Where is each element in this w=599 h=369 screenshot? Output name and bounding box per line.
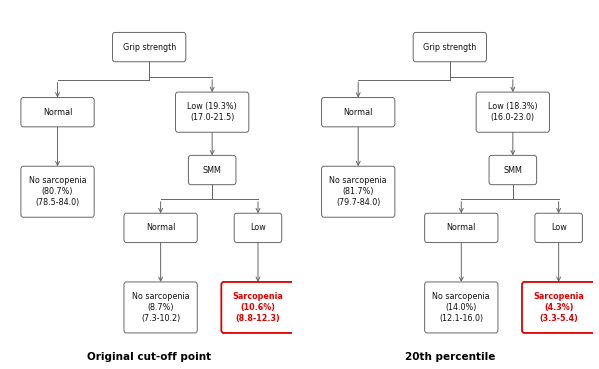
Text: Normal: Normal <box>146 223 176 232</box>
Text: No sarcopenia
(8.7%)
(7.3-10.2): No sarcopenia (8.7%) (7.3-10.2) <box>132 292 189 323</box>
FancyBboxPatch shape <box>322 166 395 217</box>
FancyBboxPatch shape <box>535 213 582 242</box>
FancyBboxPatch shape <box>113 32 186 62</box>
Text: No sarcopenia
(81.7%)
(79.7-84.0): No sarcopenia (81.7%) (79.7-84.0) <box>329 176 387 207</box>
Text: Sarcopenia
(4.3%)
(3.3-5.4): Sarcopenia (4.3%) (3.3-5.4) <box>533 292 584 323</box>
FancyBboxPatch shape <box>522 282 595 333</box>
Text: Grip strength: Grip strength <box>123 42 176 52</box>
Text: Low (18.3%)
(16.0-23.0): Low (18.3%) (16.0-23.0) <box>488 102 538 122</box>
Text: Grip strength: Grip strength <box>423 42 476 52</box>
FancyBboxPatch shape <box>476 92 549 132</box>
FancyBboxPatch shape <box>221 282 295 333</box>
Text: SMM: SMM <box>503 166 522 175</box>
Text: No sarcopenia
(14.0%)
(12.1-16.0): No sarcopenia (14.0%) (12.1-16.0) <box>432 292 490 323</box>
Text: Normal: Normal <box>343 108 373 117</box>
Text: Original cut-off point: Original cut-off point <box>87 352 211 362</box>
FancyBboxPatch shape <box>425 213 498 242</box>
Text: Sarcopenia
(10.6%)
(8.8-12.3): Sarcopenia (10.6%) (8.8-12.3) <box>232 292 283 323</box>
FancyBboxPatch shape <box>322 97 395 127</box>
FancyBboxPatch shape <box>124 213 197 242</box>
FancyBboxPatch shape <box>21 97 94 127</box>
Text: Normal: Normal <box>43 108 72 117</box>
Text: Normal: Normal <box>447 223 476 232</box>
FancyBboxPatch shape <box>489 155 537 184</box>
Text: Low: Low <box>250 223 266 232</box>
Text: SMM: SMM <box>202 166 222 175</box>
FancyBboxPatch shape <box>189 155 236 184</box>
Text: No sarcopenia
(80.7%)
(78.5-84.0): No sarcopenia (80.7%) (78.5-84.0) <box>29 176 86 207</box>
FancyBboxPatch shape <box>21 166 94 217</box>
FancyBboxPatch shape <box>413 32 486 62</box>
FancyBboxPatch shape <box>234 213 282 242</box>
Text: Low: Low <box>550 223 567 232</box>
Text: 20th percentile: 20th percentile <box>405 352 495 362</box>
FancyBboxPatch shape <box>176 92 249 132</box>
FancyBboxPatch shape <box>124 282 197 333</box>
FancyBboxPatch shape <box>425 282 498 333</box>
Text: Low (19.3%)
(17.0-21.5): Low (19.3%) (17.0-21.5) <box>187 102 237 122</box>
